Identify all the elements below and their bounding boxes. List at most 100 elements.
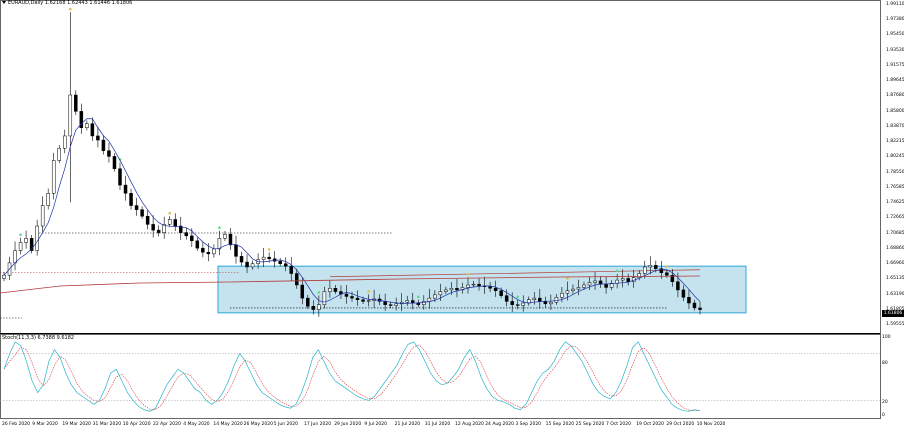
candle-body [538,297,542,302]
candle-body [190,235,194,242]
candle-body [317,304,321,310]
date-tick-label: 29 Jun 2020 [334,422,362,427]
price-tick-label: 1.83870 [886,123,904,129]
date-tick-label: 10 Nov 2020 [696,422,726,427]
price-tick-label: 1.59555 [886,322,904,327]
symbol-title-text: EURAUD,Daily 1.62168 1.62443 1.61446 1.6… [8,0,133,6]
candle-body [344,293,349,297]
candle-body [96,135,100,141]
candle-body [355,297,360,300]
fractal-marker [317,291,321,294]
candle-body [101,139,106,151]
candle-body [405,300,409,303]
candle-body [2,274,6,279]
candle-body [515,304,520,306]
candle-body [543,301,548,305]
candle-body [63,135,67,149]
fractal-marker [168,211,172,215]
fractal-marker [466,273,470,276]
candle-body [107,150,111,157]
stochastic-signal-line [3,344,700,411]
oscillator-tick-label: 80 [882,361,888,366]
fractal-marker [367,290,370,293]
candle-body [449,288,454,291]
candle-body [670,274,675,282]
candle-body [112,156,117,169]
candle-body [300,284,305,299]
fast-moving-average [3,118,701,304]
trend-line [329,269,701,278]
candle-body [167,219,172,225]
oscillator-tick-label: 20 [882,400,888,405]
candle-body [394,303,398,306]
price-tick-label: 1.97380 [886,17,904,23]
oscillator-pane-frame [0,334,881,419]
candle-body [13,250,17,264]
candle-body [560,292,564,298]
price-tick-label: 1.65135 [886,276,904,282]
fractal-marker [665,265,669,268]
price-tick-label: 1.85800 [886,108,904,114]
candle-body [295,273,299,286]
fractal-marker [68,7,72,11]
price-tick-label: 1.82215 [886,139,904,145]
date-tick-label: 7 Oct 2020 [606,422,631,427]
price-tick-label: 1.87680 [886,93,904,99]
candle-body [51,160,56,194]
date-tick-label: 9 Jul 2020 [364,422,387,427]
candle-body [195,240,200,249]
price-tick-label: 1.78550 [886,169,904,175]
candle-body [510,301,514,305]
candle-body [228,233,233,246]
candle-body [493,288,498,291]
candle-body [438,291,443,296]
candle-body [184,232,189,237]
candle-body [35,225,39,251]
date-tick-label: 26 May 2020 [243,422,273,427]
candle-body [118,168,122,186]
candle-body [444,289,448,292]
candle-body [145,215,150,225]
candle-body [471,283,476,286]
candle-body [289,265,293,274]
date-tick-label: 26 Feb 2020 [2,422,31,427]
candle-body [504,295,509,302]
candle-body [85,123,89,129]
candle-body [587,282,592,286]
date-tick-label: 24 Aug 2020 [485,422,515,427]
candle-body [90,123,95,137]
fractal-marker [516,295,520,299]
candle-body [18,242,23,251]
candle-body [466,284,470,288]
candle-body [267,256,271,260]
candle-body [283,263,288,267]
price-tick-label: 1.72665 [886,215,904,221]
candle-body [40,205,45,227]
date-tick-label: 5 Jun 2020 [273,422,299,427]
candle-body [692,302,697,309]
candle-body [245,261,249,268]
candle-body [29,238,34,251]
candle-body [179,225,183,233]
candle-body [582,284,586,288]
candle-body [201,247,205,253]
candle-body [24,238,28,243]
oscillator-tick-label: 0 [882,413,885,418]
price-tick-label: 1.63190 [886,291,904,297]
stochastic-main-line [3,341,701,412]
candle-body [676,281,680,291]
candle-body [223,233,227,239]
candle-body [74,94,78,112]
candle-body [134,205,139,210]
price-tick-label: 1.89645 [886,78,904,84]
indicator-title: Stoch(11,3,3) 6.7388 9.6182 [2,335,75,341]
candle-body [455,288,459,291]
fractal-marker [416,295,420,299]
date-tick-label: 4 May 2020 [183,422,210,427]
price-tick-label: 1.74625 [886,200,904,206]
date-tick-label: 3 Sep 2020 [515,422,542,427]
fractal-marker [218,226,221,229]
price-tick-label: 1.95450 [886,32,904,38]
